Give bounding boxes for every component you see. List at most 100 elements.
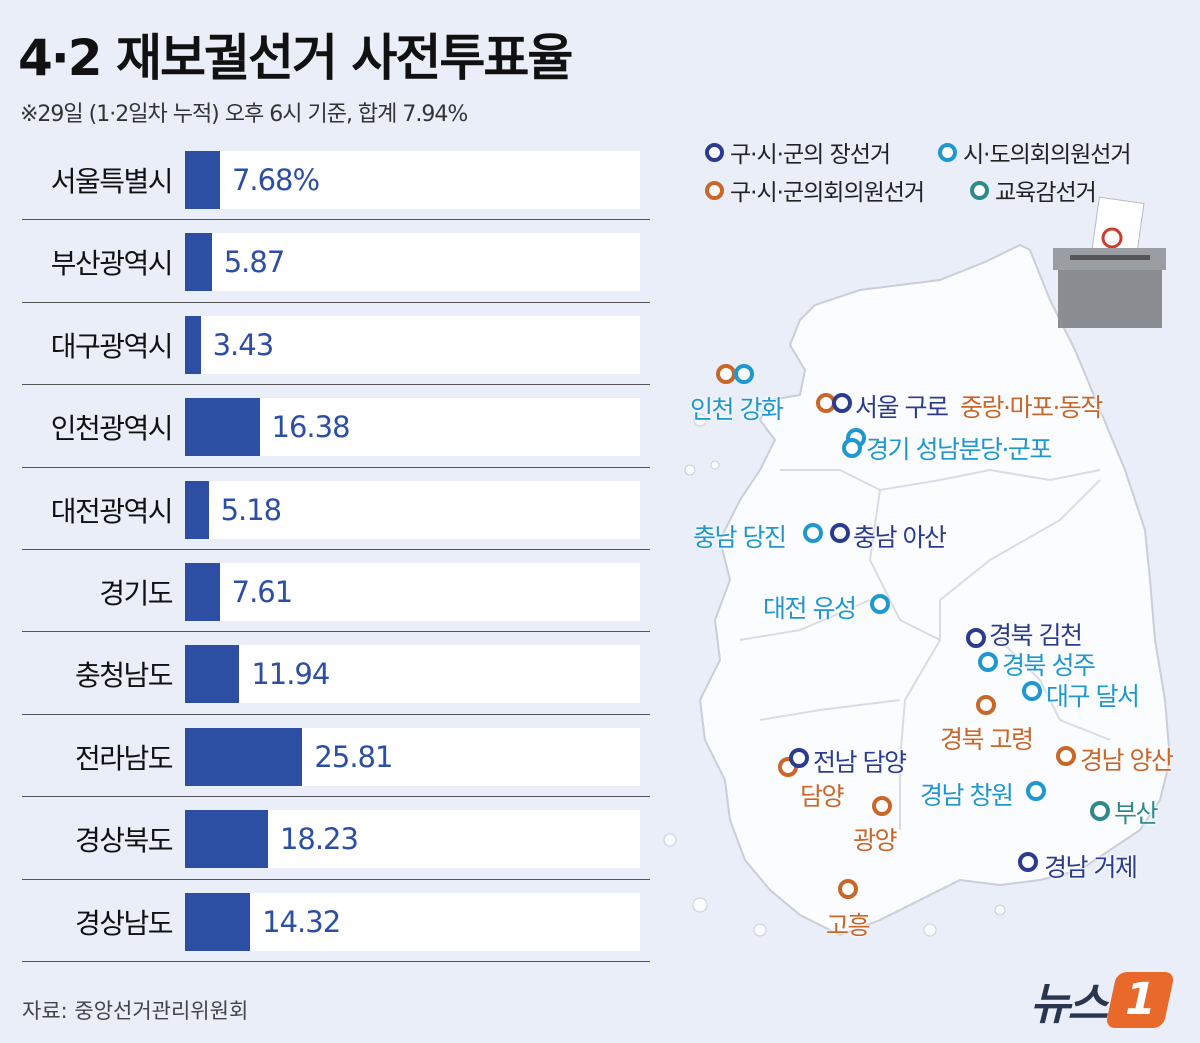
value-label: 14.32 [262, 904, 341, 939]
page-title: 4·2 재보궐선거 사전투표율 [18, 29, 573, 87]
teal-ring-icon [970, 180, 989, 200]
legend-item-district-head: 구·시·군의 장선거 [705, 135, 891, 169]
marker-district-head [832, 393, 852, 413]
marker-district-council [838, 879, 858, 899]
marker-district-council [716, 364, 736, 384]
bar-track: 5.87 [185, 233, 640, 292]
marker-provincial-council [803, 523, 823, 543]
map-label: 충남 당진 [693, 523, 787, 552]
bar-row: 서울특별시 7.68% [22, 138, 650, 221]
bar-track: 7.68% [185, 151, 640, 209]
legend-label: 구·시·군의회의원선거 [730, 180, 925, 206]
legend-item-superintendent: 교육감선거 [970, 173, 1097, 207]
map-label: 중랑·마포·동작 [960, 393, 1103, 422]
value-label: 11.94 [251, 657, 330, 692]
logo-number: 1 [1105, 972, 1175, 1028]
bar-track: 11.94 [185, 645, 640, 704]
bar-row: 충청남도 11.94 [22, 632, 650, 715]
value-label: 5.18 [220, 492, 283, 527]
bar [185, 892, 251, 951]
category-label: 충청남도 [74, 659, 174, 693]
bar-track: 18.23 [185, 810, 640, 869]
bar-row: 경상남도 14.32 [22, 880, 650, 962]
map-label: 서울 구로 [855, 393, 949, 422]
marker-district-council [1056, 746, 1076, 766]
bar [185, 727, 303, 786]
category-label: 대전광역시 [50, 494, 174, 528]
legend-label: 구·시·군의 장선거 [730, 142, 891, 168]
marker-superintendent [1090, 801, 1110, 821]
map-label: 경남 거제 [1044, 853, 1138, 882]
source-note: 자료: 중앙선거관리위원회 [22, 999, 249, 1023]
navy-ring-icon [705, 142, 724, 162]
bar-row: 인천광역시 16.38 [22, 385, 650, 468]
legend-item-provincial-council: 시·도의회의원선거 [938, 135, 1132, 169]
map-label: 경남 창원 [920, 781, 1014, 810]
map-label: 경남 양산 [1080, 746, 1174, 775]
marker-provincial-council [1026, 781, 1046, 801]
category-label: 경기도 [99, 576, 173, 610]
legend-label: 시·도의회의원선거 [963, 142, 1132, 168]
bar [185, 151, 220, 209]
marker-provincial-council [734, 364, 754, 384]
value-label: 7.68% [231, 163, 320, 197]
marker-district-head [830, 523, 850, 543]
map-label: 대전 유성 [763, 594, 857, 623]
bar [185, 315, 201, 374]
logo-text: 뉴스 [1030, 979, 1108, 1030]
bar-row: 경상북도 18.23 [22, 797, 650, 880]
map-label: 충남 아산 [853, 523, 947, 552]
blue-ring-icon [938, 142, 957, 162]
marker-district-head [966, 628, 986, 648]
bar [185, 645, 240, 704]
marker-provincial-council [870, 594, 890, 614]
bar-row: 대구광역시 3.43 [22, 303, 650, 386]
marker-provincial-council [842, 438, 862, 458]
bar-row: 부산광역시 5.87 [22, 220, 650, 303]
category-label: 부산광역시 [50, 247, 174, 281]
bar [185, 233, 212, 292]
marker-district-council [872, 796, 892, 816]
category-label: 대구광역시 [50, 329, 174, 363]
map-label: 인천 강화 [690, 395, 784, 424]
map-label: 부산 [1114, 799, 1159, 828]
bar [185, 398, 260, 457]
ballot-box-icon [1053, 196, 1166, 328]
map-label: 고흥 [826, 911, 871, 940]
marker-provincial-council [978, 652, 998, 672]
category-label: 경상남도 [74, 906, 174, 940]
bar [185, 810, 268, 869]
bar-row: 대전광역시 5.18 [22, 468, 650, 550]
province-borders [739, 468, 1111, 830]
subtitle: ※29일 (1·2일차 누적) 오후 6시 기준, 합계 7.94% [20, 102, 468, 127]
map-label: 경북 성주 [1002, 651, 1096, 680]
value-label: 25.81 [314, 739, 393, 774]
bar-track: 5.18 [185, 480, 640, 539]
map-label: 경북 고령 [940, 725, 1034, 754]
marker-district-head [789, 748, 809, 768]
value-label: 7.61 [231, 574, 294, 609]
map-label: 경북 김천 [989, 621, 1083, 650]
category-label: 인천광역시 [50, 412, 174, 446]
map-label: 전남 담양 [813, 748, 907, 777]
bar-row: 전라남도 25.81 [22, 715, 650, 798]
value-label: 3.43 [212, 327, 275, 362]
bar-chart: 서울특별시 7.68% 부산광역시 5.87 대구광역시 3.43 인천광역시 … [22, 138, 650, 962]
marker-provincial-council [1022, 681, 1042, 701]
marker-district-council [976, 695, 996, 715]
map-label: 담양 [800, 782, 845, 811]
value-label: 18.23 [279, 822, 359, 857]
bar [185, 480, 209, 539]
news1-logo: 뉴스 1 [1030, 968, 1175, 1032]
map-label: 광양 [853, 826, 898, 855]
legend-item-district-council: 구·시·군의회의원선거 [705, 173, 925, 207]
category-label: 서울특별시 [50, 165, 174, 198]
category-label: 경상북도 [74, 824, 174, 858]
bar [185, 562, 220, 621]
bar-track: 7.61 [185, 562, 640, 621]
orange-ring-icon [705, 180, 724, 200]
bar-track: 16.38 [185, 398, 640, 457]
category-label: 전라남도 [74, 741, 174, 775]
bar-track: 25.81 [185, 727, 640, 786]
bar-track: 14.32 [185, 892, 640, 951]
